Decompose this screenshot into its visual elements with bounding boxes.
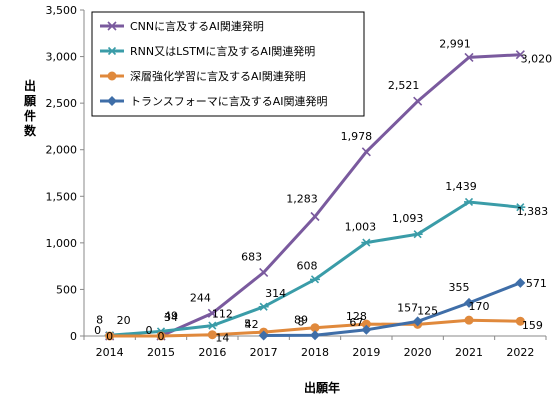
data-label: 125 [417, 304, 438, 317]
data-label: 1,978 [341, 130, 373, 143]
data-label: 112 [212, 308, 233, 321]
data-point [207, 322, 217, 329]
data-label: 2,521 [388, 79, 420, 92]
data-label: 159 [522, 319, 543, 332]
x-tick-label: 2015 [147, 346, 175, 359]
legend-label: RNN又はLSTMに言及するAI関連発明 [130, 44, 315, 58]
data-point [259, 303, 269, 310]
data-label: 1,439 [445, 180, 477, 193]
data-point [108, 72, 117, 81]
data-label: 571 [526, 277, 547, 290]
data-label: 0 [106, 330, 113, 343]
legend-item: トランスフォーマに言及するAI関連発明 [100, 94, 328, 108]
legend-label: 深層強化学習に言及するAI関連発明 [130, 69, 306, 83]
y-axis-title: 出 願 件 数 [23, 78, 37, 138]
x-tick-label: 2014 [96, 346, 124, 359]
legend-item: RNN又はLSTMに言及するAI関連発明 [100, 44, 315, 58]
data-point [260, 268, 268, 276]
data-label: 1,383 [517, 205, 549, 218]
y-tick-label: 500 [56, 283, 77, 296]
data-label: 608 [297, 259, 318, 272]
x-tick-label: 2022 [506, 346, 534, 359]
x-tick-label: 2021 [455, 346, 483, 359]
data-label: 8 [96, 313, 103, 326]
y-axis-title-char: 願 [23, 94, 37, 108]
data-point [310, 330, 320, 340]
data-point [515, 278, 525, 288]
data-label: 8 [298, 315, 305, 328]
legend-label: トランスフォーマに言及するAI関連発明 [130, 94, 328, 108]
y-axis-title-char: 数 [24, 123, 37, 138]
y-axis-title-char: 件 [24, 108, 36, 123]
data-label: 20 [117, 314, 131, 327]
x-axis-title: 出願年 [304, 380, 340, 395]
data-label: 314 [265, 287, 286, 300]
y-axis-title-char: 出 [24, 78, 36, 93]
y-tick-label: 2,000 [46, 144, 78, 157]
data-label: 683 [241, 250, 262, 263]
data-point [362, 148, 370, 156]
y-tick-label: 2,500 [46, 97, 78, 110]
data-label: 14 [215, 332, 229, 345]
data-label: 34 [164, 311, 178, 324]
data-label: 355 [449, 281, 470, 294]
data-label: 157 [397, 301, 418, 314]
data-point [414, 97, 422, 105]
x-tick-label: 2018 [301, 346, 329, 359]
x-tick-label: 2016 [198, 346, 226, 359]
data-label: 170 [469, 300, 490, 313]
data-label: 3,020 [521, 53, 553, 66]
data-point [413, 231, 423, 238]
data-label: 0 [158, 330, 165, 343]
y-tick-label: 0 [70, 330, 77, 343]
legend-item: 深層強化学習に言及するAI関連発明 [100, 69, 306, 83]
y-tick-label: 1,000 [46, 237, 78, 250]
y-tick-label: 1,500 [46, 190, 78, 203]
legend: CNNに言及するAI関連発明 RNN又はLSTMに言及するAI関連発明深層強化学習… [92, 12, 364, 116]
data-point [465, 316, 474, 325]
data-label: 5 [244, 318, 251, 331]
data-label: 244 [190, 291, 211, 304]
data-label: 67 [349, 316, 363, 329]
data-point [310, 276, 320, 283]
data-label: 2,991 [439, 37, 471, 50]
x-tick-label: 2020 [404, 346, 432, 359]
data-point [311, 212, 319, 220]
data-label: 0 [146, 324, 153, 337]
data-point [361, 239, 371, 246]
x-tick-label: 2017 [250, 346, 278, 359]
data-point [464, 198, 474, 205]
y-tick-label: 3,000 [46, 51, 78, 64]
data-label: 1,003 [345, 221, 377, 234]
data-label: 1,093 [392, 212, 424, 225]
y-tick-label: 3,500 [46, 4, 78, 17]
x-tick-label: 2019 [352, 346, 380, 359]
legend-label: CNNに言及するAI関連発明 [130, 19, 264, 33]
data-label: 1,283 [286, 192, 318, 205]
